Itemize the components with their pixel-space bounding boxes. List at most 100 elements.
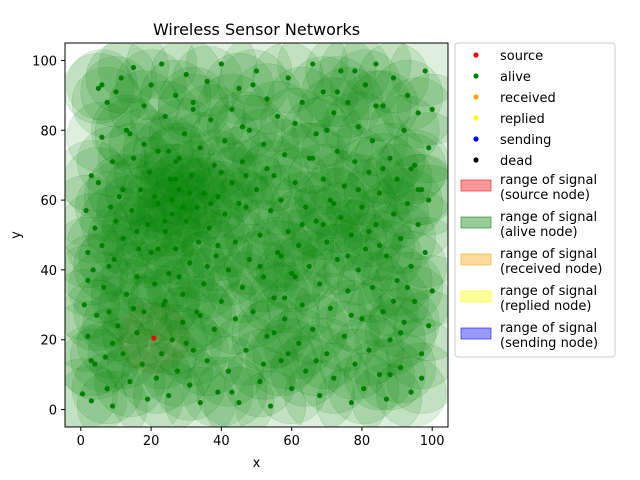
alive-node-point [296, 242, 302, 249]
alive-node-point [299, 99, 305, 105]
alive-node-point [99, 134, 105, 140]
alive-node-point [390, 211, 397, 217]
alive-node-point [208, 117, 214, 123]
alive-node-point [116, 194, 123, 200]
alive-node-point [404, 92, 411, 98]
alive-signal-range [386, 342, 448, 414]
alive-node-point [95, 180, 101, 186]
y-tick-label: 20 [40, 334, 57, 349]
alive-node-point [162, 228, 168, 235]
alive-node-point [215, 194, 221, 200]
alive-node-point [180, 319, 186, 325]
alive-node-point [355, 267, 361, 273]
alive-node-point [173, 176, 179, 182]
alive-node-point [383, 396, 390, 402]
alive-node-point [176, 274, 182, 280]
legend-label: range of signal (alive node) [500, 210, 597, 240]
legend-label: received [500, 91, 556, 106]
alive-node-point [250, 309, 256, 315]
alive-node-point [201, 281, 207, 287]
alive-node-point [401, 127, 407, 133]
alive-node-point [137, 187, 144, 193]
alive-node-point [373, 61, 379, 67]
alive-node-point [324, 239, 330, 245]
alive-signal-range [65, 217, 124, 288]
alive-node-point [236, 399, 242, 406]
alive-node-point [148, 249, 154, 256]
alive-node-point [225, 368, 231, 374]
alive-node-point [271, 173, 277, 179]
alive-node-point [426, 323, 432, 329]
alive-node-point [173, 246, 179, 252]
alive-node-point [146, 169, 152, 175]
alive-node-point [246, 256, 253, 263]
alive-node-point [194, 309, 200, 315]
alive-node-point [327, 197, 333, 203]
legend-label: dead [500, 154, 532, 169]
alive-node-point [113, 218, 119, 224]
x-tick-label: 80 [354, 434, 371, 449]
alive-node-point [127, 379, 133, 385]
alive-node-point [229, 389, 235, 395]
alive-node-point [197, 399, 203, 406]
alive-node-point [352, 361, 358, 367]
alive-node-point [197, 145, 203, 151]
legend-label: alive [500, 70, 531, 85]
alive-node-point [206, 225, 212, 231]
alive-node-point [204, 78, 210, 84]
alive-node-point [250, 82, 256, 88]
alive-node-point [327, 305, 333, 311]
alive-node-point [232, 239, 239, 245]
alive-node-point [83, 207, 89, 214]
alive-signal-range [389, 217, 448, 288]
alive-node-point [88, 398, 94, 404]
alive-node-point [153, 375, 159, 381]
alive-node-point [282, 295, 288, 301]
alive-node-point [130, 155, 137, 161]
alive-node-point [181, 131, 188, 137]
alive-node-point [408, 389, 414, 395]
legend-label: source [500, 49, 543, 64]
alive-node-point [144, 396, 151, 402]
alive-node-point [243, 204, 249, 210]
alive-node-point [169, 337, 175, 343]
alive-node-point [310, 326, 316, 332]
alive-node-point [215, 389, 221, 395]
alive-node-point [159, 61, 165, 67]
alive-signal-range [235, 370, 306, 427]
alive-node-point [194, 204, 200, 210]
alive-node-point [195, 239, 202, 245]
legend-item-dead: dead [473, 154, 532, 169]
alive-signal-range [65, 234, 129, 306]
alive-node-point [310, 155, 316, 161]
alive-node-point [320, 89, 326, 95]
alive-node-point [260, 274, 267, 280]
alive-node-point [211, 162, 217, 168]
alive-node-point [108, 204, 114, 210]
alive-node-point [362, 246, 369, 252]
alive-node-point [127, 131, 133, 137]
alive-node-point [313, 131, 319, 137]
alive-node-point [88, 173, 94, 179]
alive-node-point [260, 141, 267, 147]
alive-node-point [429, 106, 435, 112]
alive-node-point [331, 110, 337, 116]
alive-signal-range [65, 328, 131, 400]
alive-node-point [369, 138, 376, 144]
legend-item-range-of-signal-source-node: range of signal (source node) [460, 173, 597, 203]
alive-node-point [111, 256, 117, 263]
legend-item-received: received [473, 91, 556, 106]
legend-patch [460, 253, 492, 266]
alive-node-point [169, 211, 175, 217]
alive-node-point [376, 242, 383, 249]
alive-node-point [213, 253, 219, 259]
alive-node-point [141, 309, 147, 315]
alive-node-point [115, 323, 121, 329]
alive-node-point [359, 316, 365, 322]
node-points [79, 61, 435, 409]
alive-signal-range [65, 365, 127, 427]
alive-node-point [299, 302, 305, 308]
alive-signal-range [277, 43, 349, 100]
alive-node-point [204, 263, 210, 270]
alive-node-point [134, 330, 140, 336]
